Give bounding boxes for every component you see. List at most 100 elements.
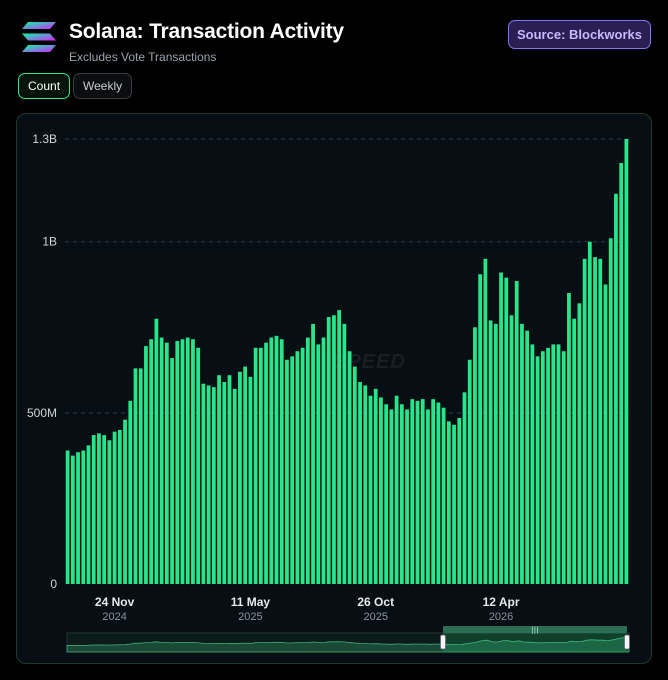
bar[interactable] bbox=[170, 358, 174, 584]
bar[interactable] bbox=[493, 323, 498, 584]
bar[interactable] bbox=[138, 368, 143, 584]
bar[interactable] bbox=[285, 359, 289, 584]
bar[interactable] bbox=[97, 433, 101, 584]
bar[interactable] bbox=[222, 382, 227, 584]
bar[interactable] bbox=[368, 395, 373, 584]
bar[interactable] bbox=[384, 404, 389, 584]
bar[interactable] bbox=[159, 337, 164, 584]
bar[interactable] bbox=[149, 339, 154, 584]
bar[interactable] bbox=[123, 419, 127, 584]
bar[interactable] bbox=[185, 337, 190, 584]
bar[interactable] bbox=[65, 450, 70, 585]
bar[interactable] bbox=[394, 395, 399, 584]
bar[interactable] bbox=[102, 435, 107, 584]
bar[interactable] bbox=[546, 347, 550, 584]
bar[interactable] bbox=[619, 162, 624, 584]
bar[interactable] bbox=[232, 388, 237, 584]
bar[interactable] bbox=[321, 337, 326, 584]
bar[interactable] bbox=[483, 258, 488, 584]
bar[interactable] bbox=[624, 139, 629, 584]
bar[interactable] bbox=[175, 340, 180, 584]
bar[interactable] bbox=[352, 366, 357, 584]
bar[interactable] bbox=[76, 452, 80, 584]
bar[interactable] bbox=[525, 330, 530, 584]
bar[interactable] bbox=[514, 281, 519, 584]
navigator-handle[interactable] bbox=[624, 634, 630, 650]
bar[interactable] bbox=[279, 339, 284, 584]
bar[interactable] bbox=[274, 335, 279, 584]
bar[interactable] bbox=[572, 318, 577, 584]
bar[interactable] bbox=[577, 303, 582, 584]
bar[interactable] bbox=[509, 315, 514, 584]
bar[interactable] bbox=[342, 323, 347, 584]
bar[interactable] bbox=[217, 375, 221, 584]
bar[interactable] bbox=[107, 440, 112, 584]
bar[interactable] bbox=[337, 310, 342, 584]
bar[interactable] bbox=[243, 366, 248, 584]
bar[interactable] bbox=[431, 399, 436, 584]
bar[interactable] bbox=[206, 385, 211, 584]
bar[interactable] bbox=[488, 320, 493, 584]
bar[interactable] bbox=[196, 347, 201, 584]
bar[interactable] bbox=[593, 257, 597, 584]
bar[interactable] bbox=[598, 258, 603, 584]
bar[interactable] bbox=[399, 404, 404, 584]
bar[interactable] bbox=[603, 284, 608, 584]
bar[interactable] bbox=[582, 258, 587, 584]
bar[interactable] bbox=[180, 339, 185, 584]
bar[interactable] bbox=[520, 323, 524, 584]
bar[interactable] bbox=[441, 407, 446, 584]
bar[interactable] bbox=[326, 317, 331, 584]
scrollbar-grip-icon[interactable]: ||| bbox=[531, 626, 538, 634]
bar[interactable] bbox=[264, 342, 268, 584]
bar[interactable] bbox=[316, 344, 321, 584]
bar[interactable] bbox=[81, 450, 86, 585]
weekly-toggle-button[interactable]: Weekly bbox=[73, 73, 133, 99]
bar[interactable] bbox=[410, 399, 415, 584]
bar[interactable] bbox=[415, 400, 420, 584]
bar[interactable] bbox=[551, 344, 556, 584]
bar[interactable] bbox=[363, 385, 368, 584]
bar[interactable] bbox=[426, 409, 430, 584]
bar[interactable] bbox=[295, 351, 300, 584]
bar[interactable] bbox=[389, 409, 394, 584]
navigator-handle[interactable] bbox=[440, 634, 446, 650]
source-badge[interactable]: Source: Blockworks bbox=[508, 20, 651, 49]
bar[interactable] bbox=[305, 337, 310, 584]
bar[interactable] bbox=[311, 323, 315, 584]
bar[interactable] bbox=[504, 277, 509, 584]
bar[interactable] bbox=[253, 347, 258, 584]
bar[interactable] bbox=[608, 238, 613, 584]
bar[interactable] bbox=[436, 402, 441, 584]
bar[interactable] bbox=[457, 417, 462, 584]
bar[interactable] bbox=[211, 387, 216, 584]
navigator-selection[interactable] bbox=[443, 633, 627, 652]
bar[interactable] bbox=[248, 376, 253, 584]
count-toggle-button[interactable]: Count bbox=[18, 73, 71, 99]
bar[interactable] bbox=[567, 293, 571, 584]
bar[interactable] bbox=[556, 344, 561, 584]
bar[interactable] bbox=[587, 241, 592, 584]
bar[interactable] bbox=[86, 445, 91, 584]
bar[interactable] bbox=[373, 388, 378, 584]
bar[interactable] bbox=[535, 356, 540, 584]
bar[interactable] bbox=[358, 382, 362, 584]
bar[interactable] bbox=[473, 327, 477, 584]
bar[interactable] bbox=[332, 315, 336, 584]
bar[interactable] bbox=[467, 359, 472, 584]
bar[interactable] bbox=[379, 397, 383, 584]
bar[interactable] bbox=[128, 400, 133, 584]
bar[interactable] bbox=[300, 347, 305, 584]
bar[interactable] bbox=[452, 424, 456, 584]
bar[interactable] bbox=[117, 429, 122, 584]
bar[interactable] bbox=[499, 272, 503, 585]
bar[interactable] bbox=[227, 375, 232, 584]
bar[interactable] bbox=[164, 342, 169, 584]
bar[interactable] bbox=[91, 435, 96, 584]
bar[interactable] bbox=[530, 344, 535, 584]
bar[interactable] bbox=[614, 193, 618, 584]
bar[interactable] bbox=[269, 337, 274, 584]
bar[interactable] bbox=[144, 346, 148, 584]
bar[interactable] bbox=[540, 351, 545, 584]
bar[interactable] bbox=[405, 409, 409, 584]
